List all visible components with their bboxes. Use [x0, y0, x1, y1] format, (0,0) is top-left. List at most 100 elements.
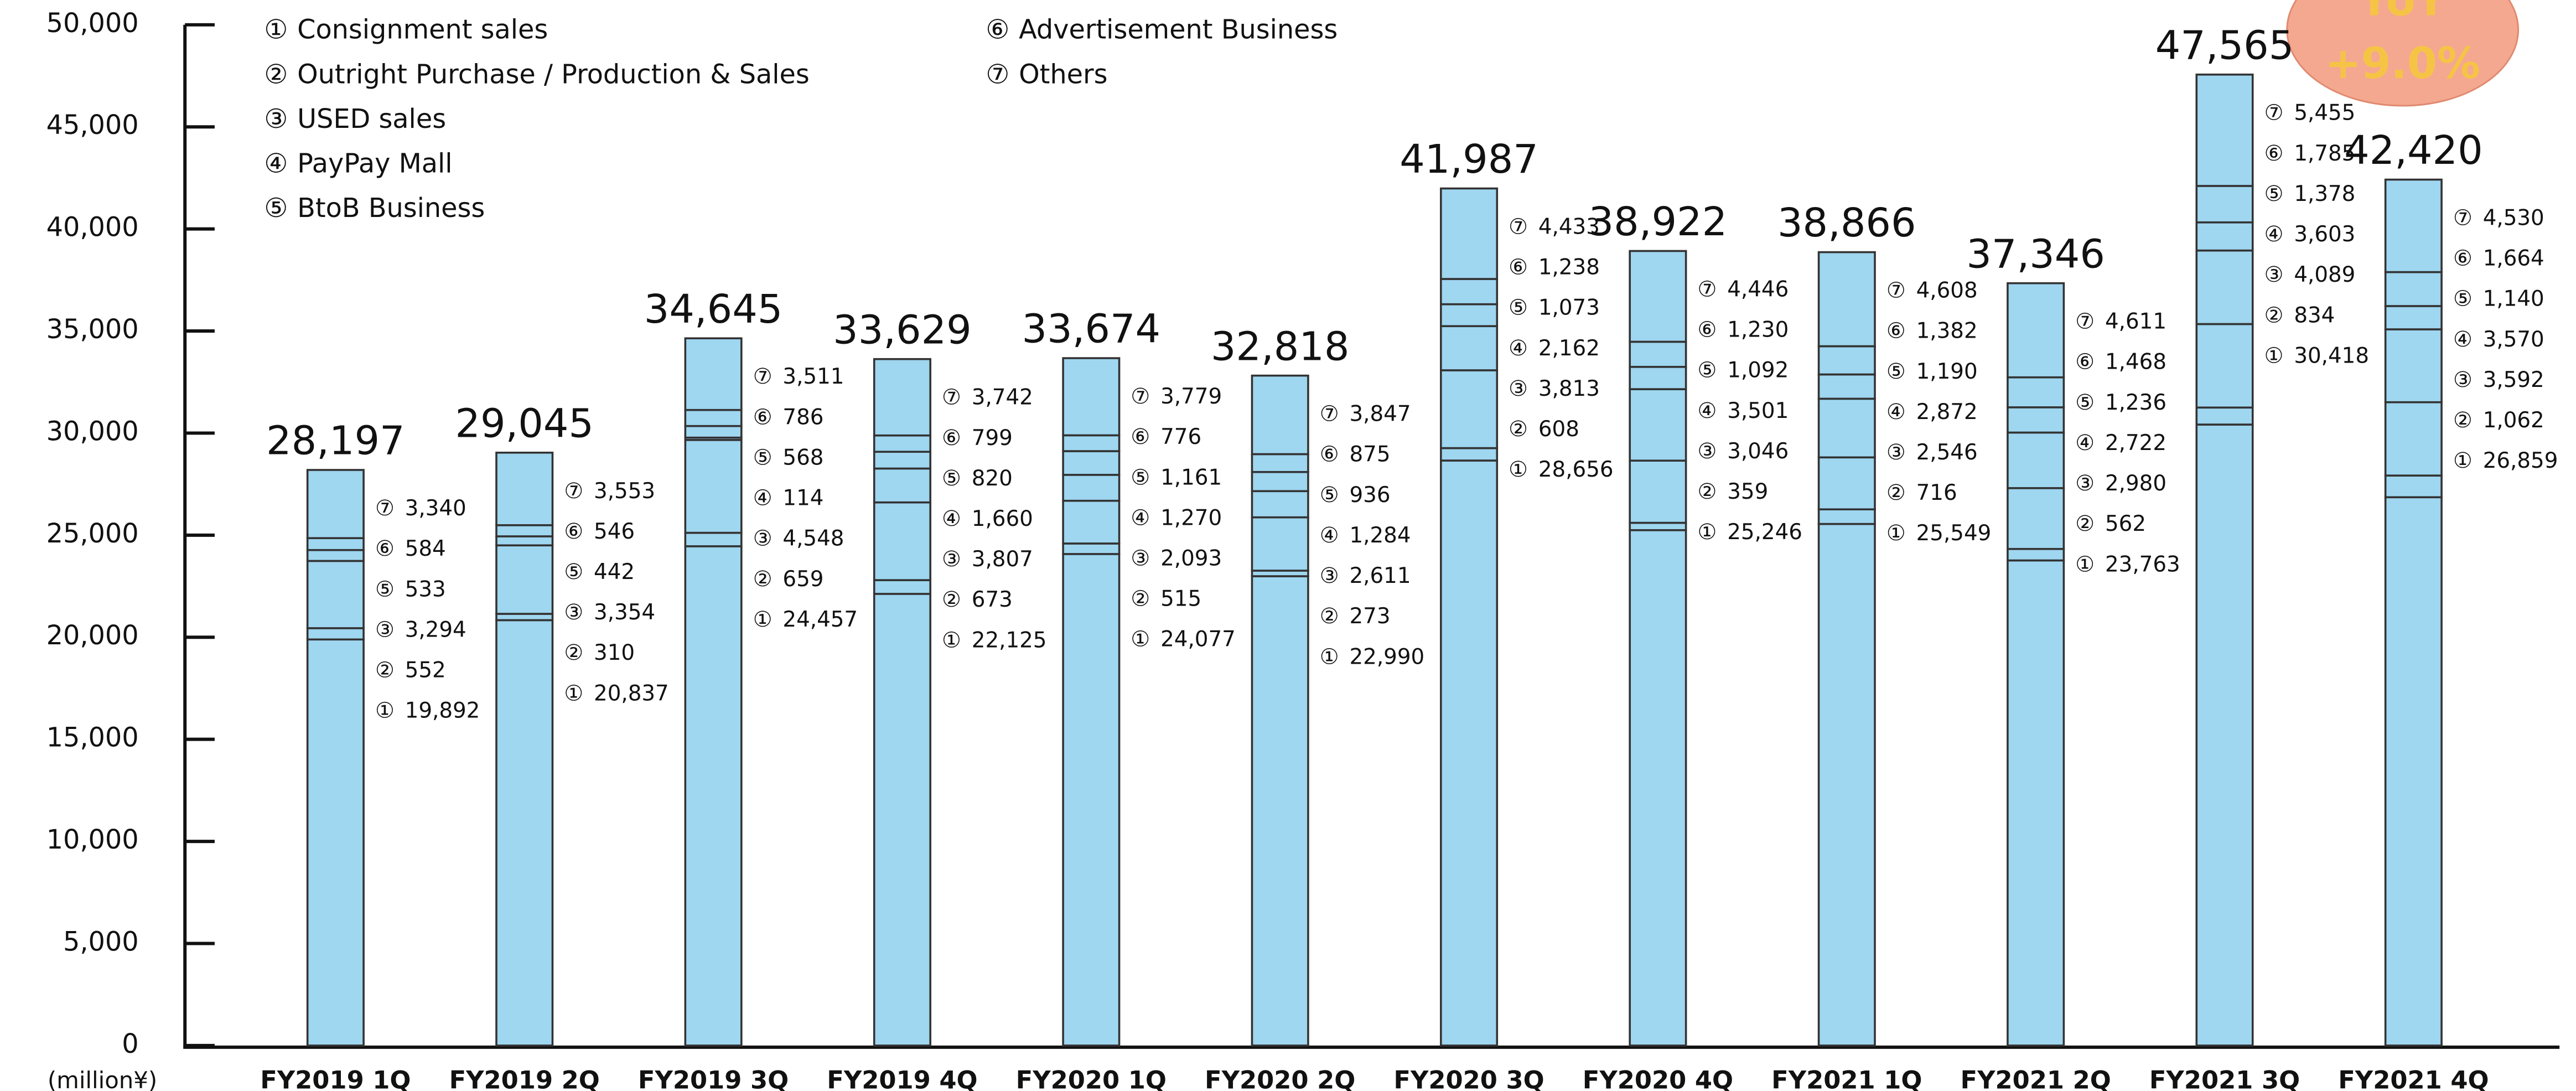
value-label: 1,238 [1538, 255, 1600, 280]
total-label: 33,674 [1022, 306, 1161, 352]
value-marker: ⑤ [1886, 359, 1906, 384]
value-label: 584 [405, 536, 446, 561]
value-marker: ⑥ [942, 426, 961, 451]
yoy-badge [2286, 0, 2519, 107]
value-marker: ② [753, 567, 773, 592]
value-label: 786 [782, 405, 823, 430]
y-tick-label: 50,000 [46, 8, 139, 39]
value-marker: ③ [375, 617, 395, 642]
bar-segment [873, 579, 931, 595]
bar-segment [2384, 178, 2443, 273]
bar-segment [495, 524, 554, 537]
bar-segment [2007, 282, 2065, 379]
bar-segment [1629, 388, 1687, 462]
value-label: 3,340 [405, 496, 467, 521]
bar-segment [1251, 374, 1309, 456]
bar-segment [1251, 490, 1309, 519]
bar-segment [1440, 369, 1499, 449]
value-label: 5,455 [2294, 101, 2355, 126]
value-label: 25,246 [1727, 520, 1802, 545]
value-label: 2,093 [1160, 546, 1222, 571]
y-tick-label: 15,000 [46, 723, 139, 753]
value-marker: ③ [753, 526, 773, 551]
value-label: 24,457 [782, 607, 858, 632]
y-tick-label: 10,000 [46, 825, 139, 855]
bar-segment [2195, 323, 2254, 409]
bar-segment [684, 337, 743, 411]
annotation: +9.0% [2325, 39, 2480, 89]
value-label: 2,980 [2105, 471, 2166, 496]
bar-segment [2195, 73, 2254, 187]
bar-segment [1251, 470, 1309, 493]
bar-segment [684, 439, 743, 534]
total-label: 42,420 [2344, 127, 2483, 173]
value-label: 442 [594, 560, 635, 585]
bar-segment [1062, 553, 1121, 1047]
x-tick-label: FY2019 2Q [449, 1066, 600, 1091]
y-tick-label: 25,000 [46, 519, 139, 549]
bar-segment [873, 451, 931, 470]
y-tick-label: 5,000 [63, 927, 139, 957]
legend-marker: ⑤ [264, 193, 288, 224]
y-tick-label: 45,000 [46, 110, 139, 141]
value-marker: ③ [942, 547, 961, 572]
value-label: 4,530 [2483, 205, 2544, 230]
x-tick-label: FY2021 2Q [1961, 1066, 2111, 1091]
value-label: 3,501 [1727, 399, 1789, 423]
total-label: 47,565 [2155, 22, 2294, 68]
bar-segment [306, 469, 365, 539]
value-label: 310 [594, 640, 635, 665]
total-label: 38,866 [1777, 200, 1916, 246]
value-marker: ⑥ [2264, 141, 2284, 166]
value-label: 3,570 [2483, 327, 2544, 352]
bar-segment [2384, 271, 2443, 307]
bar-segment [1817, 373, 1876, 400]
value-label: 2,872 [1916, 400, 1978, 425]
bar-segment [1817, 456, 1876, 510]
bar-segment [2007, 559, 2065, 1047]
value-marker: ⑦ [564, 479, 583, 504]
value-marker: ⑤ [1320, 483, 1339, 508]
legend-label: Outright Purchase / Production & Sales [297, 59, 810, 90]
legend-marker: ⑥ [986, 15, 1009, 45]
value-marker: ① [942, 628, 961, 653]
value-marker: ⑥ [1698, 318, 1717, 343]
bar-segment [2384, 496, 2443, 1047]
y-tick-label: 30,000 [46, 416, 139, 447]
value-marker: ② [1698, 479, 1717, 504]
value-label: 533 [405, 577, 446, 602]
bar-segment [495, 535, 554, 547]
x-tick-label: FY2020 3Q [1393, 1066, 1544, 1091]
bar-segment [495, 544, 554, 615]
bar-segment [1062, 434, 1121, 452]
value-label: 3,807 [972, 547, 1033, 572]
value-label: 114 [782, 486, 823, 511]
y-tick-label: 35,000 [46, 314, 139, 345]
value-label: 1,190 [1916, 359, 1978, 384]
bar-segment [306, 560, 365, 629]
bar-segment [2007, 406, 2065, 434]
value-label: 4,548 [782, 526, 844, 551]
value-marker: ⑦ [2075, 309, 2095, 334]
value-label: 1,270 [1160, 505, 1222, 530]
value-label: 30,418 [2294, 343, 2369, 368]
value-marker: ② [2264, 303, 2284, 328]
value-marker: ① [2075, 552, 2095, 577]
bar-segment [1440, 278, 1499, 306]
bar-segment [1062, 542, 1121, 555]
legend-label: Consignment sales [297, 15, 548, 45]
bar-segment [1062, 499, 1121, 545]
bar-segment [1062, 357, 1121, 437]
value-label: 4,608 [1916, 278, 1978, 303]
value-marker: ① [1886, 521, 1906, 546]
legend-marker: ④ [264, 148, 288, 179]
value-label: 2,162 [1538, 336, 1600, 361]
value-marker: ⑤ [1131, 465, 1150, 490]
value-marker: ④ [753, 486, 773, 511]
value-label: 4,611 [2105, 309, 2166, 334]
legend-marker: ⑦ [986, 59, 1009, 90]
bar-segment [873, 358, 931, 437]
value-label: 776 [1160, 425, 1201, 449]
bar-segment [1817, 523, 1876, 1047]
value-marker: ① [375, 699, 395, 723]
